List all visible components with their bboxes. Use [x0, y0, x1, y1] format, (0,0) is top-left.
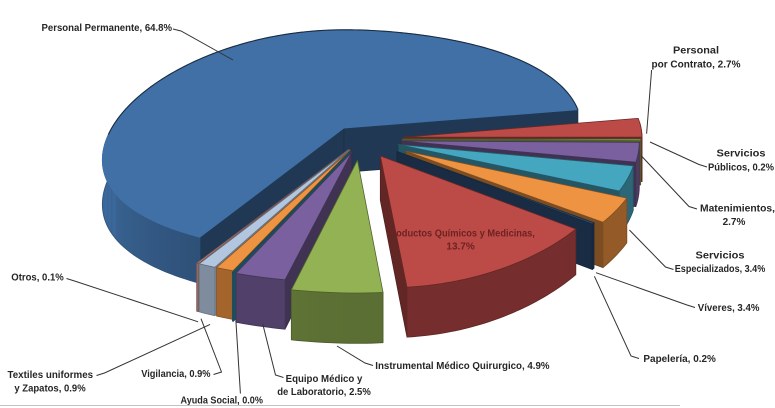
svg-text:Vigilancia, 0.9%: Vigilancia, 0.9%: [141, 369, 210, 380]
svg-text:por Contrato, 2.7%: por Contrato, 2.7%: [652, 60, 741, 71]
svg-text:Especializados, 3.4%: Especializados, 3.4%: [675, 264, 766, 275]
svg-text:Textiles uniformes: Textiles uniformes: [8, 370, 94, 381]
svg-text:Equipo Médico y: Equipo Médico y: [286, 374, 363, 385]
svg-text:2.7%: 2.7%: [723, 217, 746, 228]
svg-text:Servicios: Servicios: [717, 149, 766, 160]
svg-text:Ayuda Social, 0.0%: Ayuda Social, 0.0%: [181, 396, 263, 407]
svg-text:Personal: Personal: [673, 46, 719, 57]
svg-text:Matenimientos,: Matenimientos,: [700, 204, 775, 215]
svg-text:Servicios: Servicios: [696, 250, 745, 261]
svg-text:de Laboratorio, 2.5%: de Laboratorio, 2.5%: [277, 387, 371, 398]
svg-text:Instrumental Médico Quirurgico: Instrumental Médico Quirurgico, 4.9%: [375, 361, 549, 372]
svg-text:Productos Químicos y Medicinas: Productos Químicos y Medicinas,: [386, 229, 535, 240]
svg-text:13.7%: 13.7%: [446, 242, 474, 253]
svg-text:Víveres, 3.4%: Víveres, 3.4%: [698, 303, 760, 314]
svg-text:Personal Permanente, 64.8%: Personal Permanente, 64.8%: [42, 23, 173, 34]
svg-text:Papelería, 0.2%: Papelería, 0.2%: [643, 354, 716, 365]
svg-text:y Zapatos, 0.9%: y Zapatos, 0.9%: [14, 384, 85, 395]
svg-text:Públicos, 0.2%: Públicos, 0.2%: [708, 162, 774, 173]
svg-text:Otros, 0.1%: Otros, 0.1%: [11, 273, 64, 284]
